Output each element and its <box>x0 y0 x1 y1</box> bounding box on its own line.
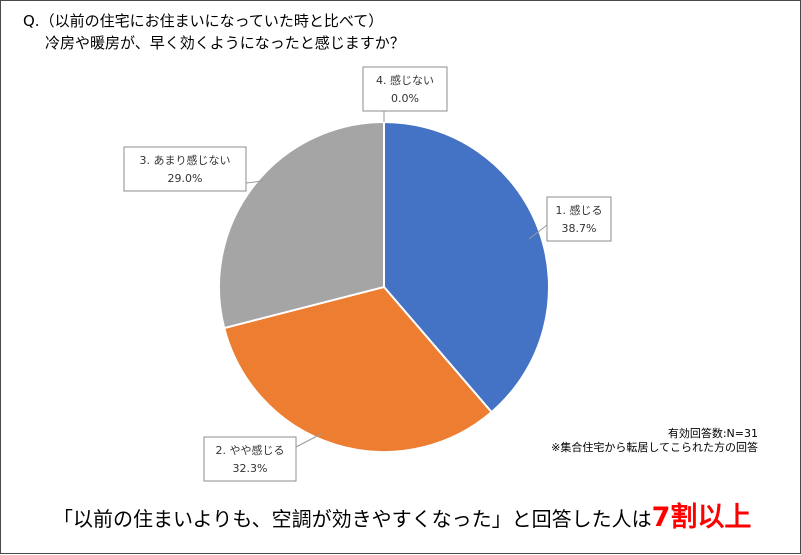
data-label-box-kanjinai <box>362 66 448 112</box>
leader-line-yaya-kanjiru <box>295 433 322 448</box>
slice-label-yaya-kanjiru: 2. やや感じる <box>216 444 285 457</box>
pie-slice-kanjiru <box>383 120 550 414</box>
conclusion-text: 「以前の住まいよりも、空調が効きやすくなった」と回答した人は <box>53 507 652 531</box>
pie-slice-amari-kanjinai <box>218 120 385 330</box>
slice-label-amari-kanjinai: 3. あまり感じない <box>140 154 231 167</box>
question-line-1: Q.（以前の住宅にお住まいになっていた時と比べて） <box>23 12 384 30</box>
sample-note: 有効回答数:N=31 ※集合住宅から転居してこられた方の回答 <box>551 427 758 455</box>
slice-value-amari-kanjinai: 29.0% <box>168 172 203 185</box>
data-label-box-kanjiru <box>546 196 612 242</box>
data-label-box-yaya-kanjiru <box>203 436 297 482</box>
question-line-2: 冷房や暖房が、早く効くようになったと感じますか？ <box>45 34 405 52</box>
slice-value-kanjinai: 0.0% <box>391 92 419 105</box>
conclusion-highlight: 7割以上 <box>651 502 752 533</box>
response-count: 有効回答数:N=31 <box>667 427 758 440</box>
slice-label-kanjiru: 1. 感じる <box>556 204 603 217</box>
conclusion: 「以前の住まいよりも、空調が効きやすくなった」と回答した人は7割以上 <box>53 501 751 536</box>
slice-value-kanjiru: 38.7% <box>562 222 597 235</box>
pie-slice-yaya-kanjiru <box>222 285 493 453</box>
leader-line-amari-kanjinai <box>245 180 264 184</box>
data-label-box-amari-kanjinai <box>123 146 247 192</box>
slice-label-kanjinai: 4. 感じない <box>376 74 434 87</box>
leader-line-kanjiru <box>528 224 548 240</box>
footnote: ※集合住宅から転居してこられた方の回答 <box>551 441 758 454</box>
slice-value-yaya-kanjiru: 32.3% <box>233 462 268 475</box>
